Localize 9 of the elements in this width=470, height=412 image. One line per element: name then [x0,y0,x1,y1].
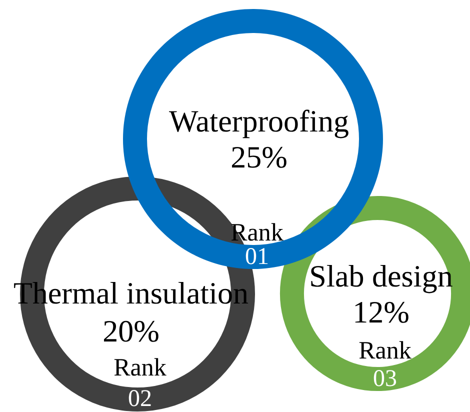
text: 03 [373,366,397,392]
data-label: 12% [352,294,410,330]
data-label: 20% [102,314,160,348]
category-label: Waterproofing [169,104,349,138]
text: 01 [245,244,269,270]
text: 02 [128,386,152,412]
data-label: 25% [230,140,288,174]
text: Rank [358,338,412,364]
text: Rank [114,354,166,382]
